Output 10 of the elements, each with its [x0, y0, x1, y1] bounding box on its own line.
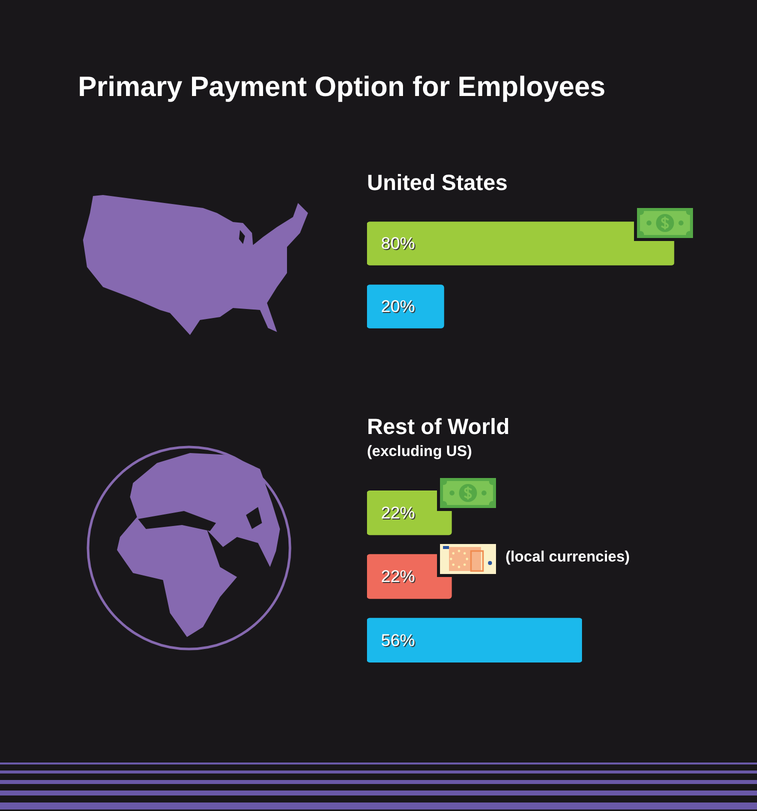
data-label: 22%: [382, 504, 416, 524]
chart-subtitle: United States: [367, 170, 508, 195]
y-tick-label: (local currencies): [505, 548, 630, 566]
data-label: 80%: [382, 235, 416, 254]
data-label: 56%: [382, 632, 416, 651]
chart-title: Rest of World: [367, 414, 510, 439]
chart-subtitle: (excluding US): [367, 442, 472, 460]
chart-title: Primary Payment Option for Employees: [78, 71, 606, 102]
data-label: 20%: [382, 298, 416, 318]
data-label: 22%: [382, 568, 416, 588]
